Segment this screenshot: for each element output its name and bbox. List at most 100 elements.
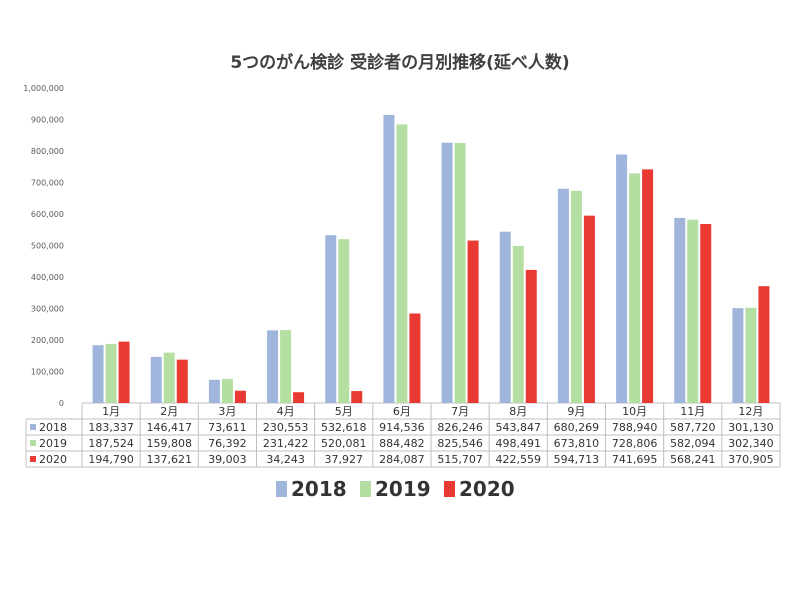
data-table-cell: 422,559	[496, 453, 542, 466]
bar-2019-4	[280, 330, 292, 403]
x-tick-label: 8月	[509, 405, 527, 418]
data-table-cell: 194,790	[88, 453, 134, 466]
data-table-cell: 230,553	[263, 421, 309, 434]
x-tick-label: 7月	[451, 405, 469, 418]
bar-2020-1	[118, 341, 130, 403]
y-tick-label: 400,000	[31, 273, 64, 282]
bar-2018-1	[92, 345, 104, 403]
bar-2018-8	[499, 231, 511, 403]
bar-2019-3	[221, 378, 233, 403]
x-tick-label: 2月	[160, 405, 178, 418]
bar-2020-3	[234, 390, 246, 403]
data-table-cell: 788,940	[612, 421, 658, 434]
data-table-cell: 137,621	[147, 453, 193, 466]
data-table-cell: 187,524	[88, 437, 134, 450]
bar-2020-5	[351, 391, 363, 403]
y-tick-label: 0	[59, 399, 64, 408]
data-table-cell: 183,337	[88, 421, 134, 434]
table-legend-key-2020	[30, 456, 36, 462]
bar-2020-10	[642, 169, 654, 403]
bar-2020-9	[583, 215, 595, 403]
y-tick-label: 200,000	[31, 336, 64, 345]
x-tick-label: 1月	[102, 405, 120, 418]
legend-label: 2019	[375, 477, 431, 501]
data-table-cell: 673,810	[554, 437, 600, 450]
data-table-cell: 587,720	[670, 421, 716, 434]
data-table-cell: 37,927	[325, 453, 364, 466]
data-table-cell: 34,243	[266, 453, 305, 466]
legend-label: 2018	[291, 477, 347, 501]
data-table-cell: 301,130	[728, 421, 774, 434]
data-table-cell: 826,246	[437, 421, 483, 434]
chart-title: 5つのがん検診 受診者の月別推移(延べ人数)	[230, 52, 569, 73]
bar-2018-11	[674, 217, 686, 403]
data-table-cell: 498,491	[496, 437, 542, 450]
y-tick-label: 700,000	[31, 179, 64, 188]
x-tick-label: 12月	[738, 405, 763, 418]
data-table-cell: 825,546	[437, 437, 483, 450]
bar-2018-2	[150, 356, 162, 403]
bar-2019-9	[570, 190, 582, 403]
y-tick-label: 900,000	[31, 116, 64, 125]
data-table-cell: 515,707	[437, 453, 483, 466]
legend-swatch-2019	[360, 481, 371, 497]
bar-2018-3	[208, 379, 220, 403]
x-tick-label: 6月	[393, 405, 411, 418]
table-series-label: 2019	[39, 437, 67, 450]
x-tick-label: 9月	[567, 405, 585, 418]
x-tick-label: 11月	[680, 405, 705, 418]
x-tick-label: 4月	[277, 405, 295, 418]
y-tick-label: 800,000	[31, 147, 64, 156]
data-table-cell: 302,340	[728, 437, 774, 450]
data-table-cell: 73,611	[208, 421, 247, 434]
data-table-cell: 370,905	[728, 453, 774, 466]
data-table-cell: 532,618	[321, 421, 367, 434]
y-tick-label: 600,000	[31, 210, 64, 219]
legend-label: 2020	[459, 477, 515, 501]
bar-2018-10	[616, 154, 628, 403]
bar-2019-11	[687, 219, 699, 403]
y-tick-label: 1,000,000	[23, 84, 64, 93]
bar-2020-7	[467, 240, 479, 403]
data-table-cell: 39,003	[208, 453, 247, 466]
table-series-label: 2018	[39, 421, 67, 434]
data-table-cell: 159,808	[147, 437, 193, 450]
table-series-label: 2020	[39, 453, 67, 466]
data-table-cell: 543,847	[496, 421, 542, 434]
bar-2018-6	[383, 114, 395, 404]
x-tick-label: 10月	[622, 405, 647, 418]
table-legend-key-2019	[30, 440, 36, 446]
bar-2019-2	[163, 352, 175, 403]
bar-2019-5	[338, 239, 350, 403]
bar-2020-4	[293, 392, 305, 403]
legend-swatch-2018	[276, 481, 287, 497]
legend-swatch-2020	[444, 481, 455, 497]
data-table-cell: 728,806	[612, 437, 658, 450]
data-table-cell: 594,713	[554, 453, 600, 466]
data-table-cell: 884,482	[379, 437, 425, 450]
data-table-cell: 284,087	[379, 453, 425, 466]
bar-2019-8	[512, 245, 524, 403]
bar-2018-5	[325, 235, 337, 403]
bar-2020-8	[525, 269, 537, 403]
data-table-cell: 568,241	[670, 453, 716, 466]
bar-2020-6	[409, 313, 421, 403]
data-table-cell: 741,695	[612, 453, 658, 466]
data-table-cell: 680,269	[554, 421, 600, 434]
bar-2020-11	[700, 224, 712, 403]
bar-2019-1	[105, 343, 117, 403]
bar-2018-9	[557, 188, 569, 403]
y-tick-label: 300,000	[31, 305, 64, 314]
data-table-cell: 146,417	[147, 421, 193, 434]
data-table-cell: 582,094	[670, 437, 716, 450]
y-tick-label: 100,000	[31, 368, 64, 377]
data-table-cell: 520,081	[321, 437, 367, 450]
bar-2018-4	[267, 330, 279, 403]
x-tick-label: 3月	[218, 405, 236, 418]
bar-2020-12	[758, 286, 770, 403]
data-table-cell: 76,392	[208, 437, 247, 450]
x-tick-label: 5月	[335, 405, 353, 418]
data-table-cell: 231,422	[263, 437, 309, 450]
